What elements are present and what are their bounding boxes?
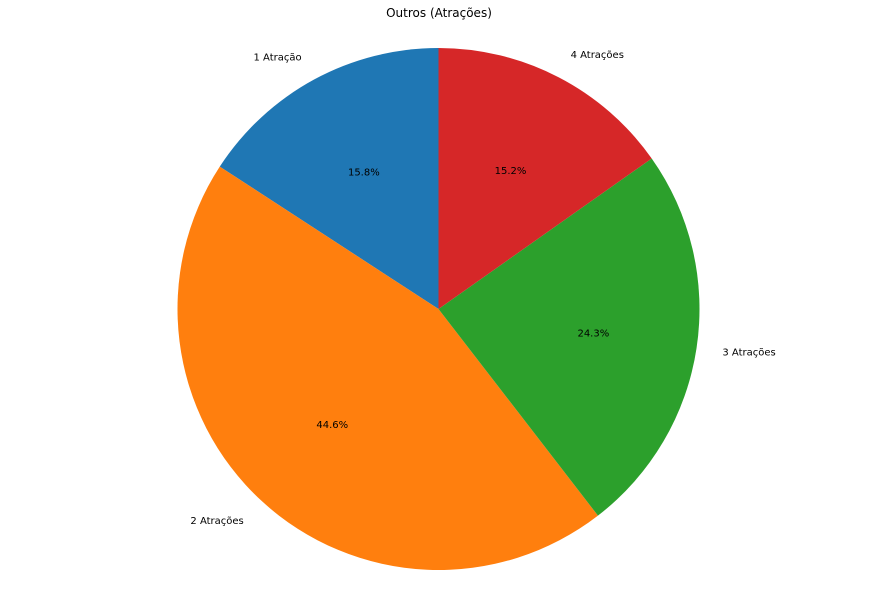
slice-category-label: 1 Atração xyxy=(254,53,302,64)
slice-percent-label: 15.2% xyxy=(495,166,527,177)
pie-slices xyxy=(177,48,700,570)
slice-category-label: 4 Atrações xyxy=(571,50,624,61)
slice-category-label: 2 Atrações xyxy=(190,516,243,527)
pie-slice-3 xyxy=(438,158,700,516)
pie-slice-1 xyxy=(219,48,439,309)
slice-category-label: 3 Atrações xyxy=(722,348,775,359)
pie-labels: 1 Atração 15.8% 2 Atrações 44.6% 3 Atrações 2… xyxy=(190,50,775,527)
slice-percent-label: 15.8% xyxy=(348,167,380,178)
chart-title: Outros (Atrações) xyxy=(386,6,492,20)
pie-slice-2 xyxy=(177,166,598,570)
slice-percent-label: 24.3% xyxy=(577,328,609,339)
slice-percent-label: 44.6% xyxy=(316,420,348,431)
pie-slice-4 xyxy=(438,48,652,309)
